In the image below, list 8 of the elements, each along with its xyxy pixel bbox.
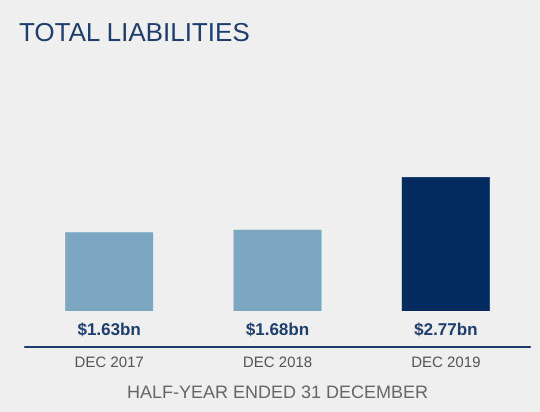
- data-label: $1.63bn: [78, 320, 141, 339]
- x-tick-label: DEC 2017: [74, 354, 144, 371]
- data-label: $2.77bn: [414, 320, 478, 339]
- chart-title: TOTAL LIABILITIES: [19, 17, 250, 47]
- data-label: $1.68bn: [246, 320, 310, 339]
- x-tick-label: DEC 2018: [242, 354, 312, 371]
- x-axis-title: HALF-YEAR ENDED 31 DECEMBER: [126, 382, 428, 402]
- x-tick-label: DEC 2019: [411, 354, 480, 371]
